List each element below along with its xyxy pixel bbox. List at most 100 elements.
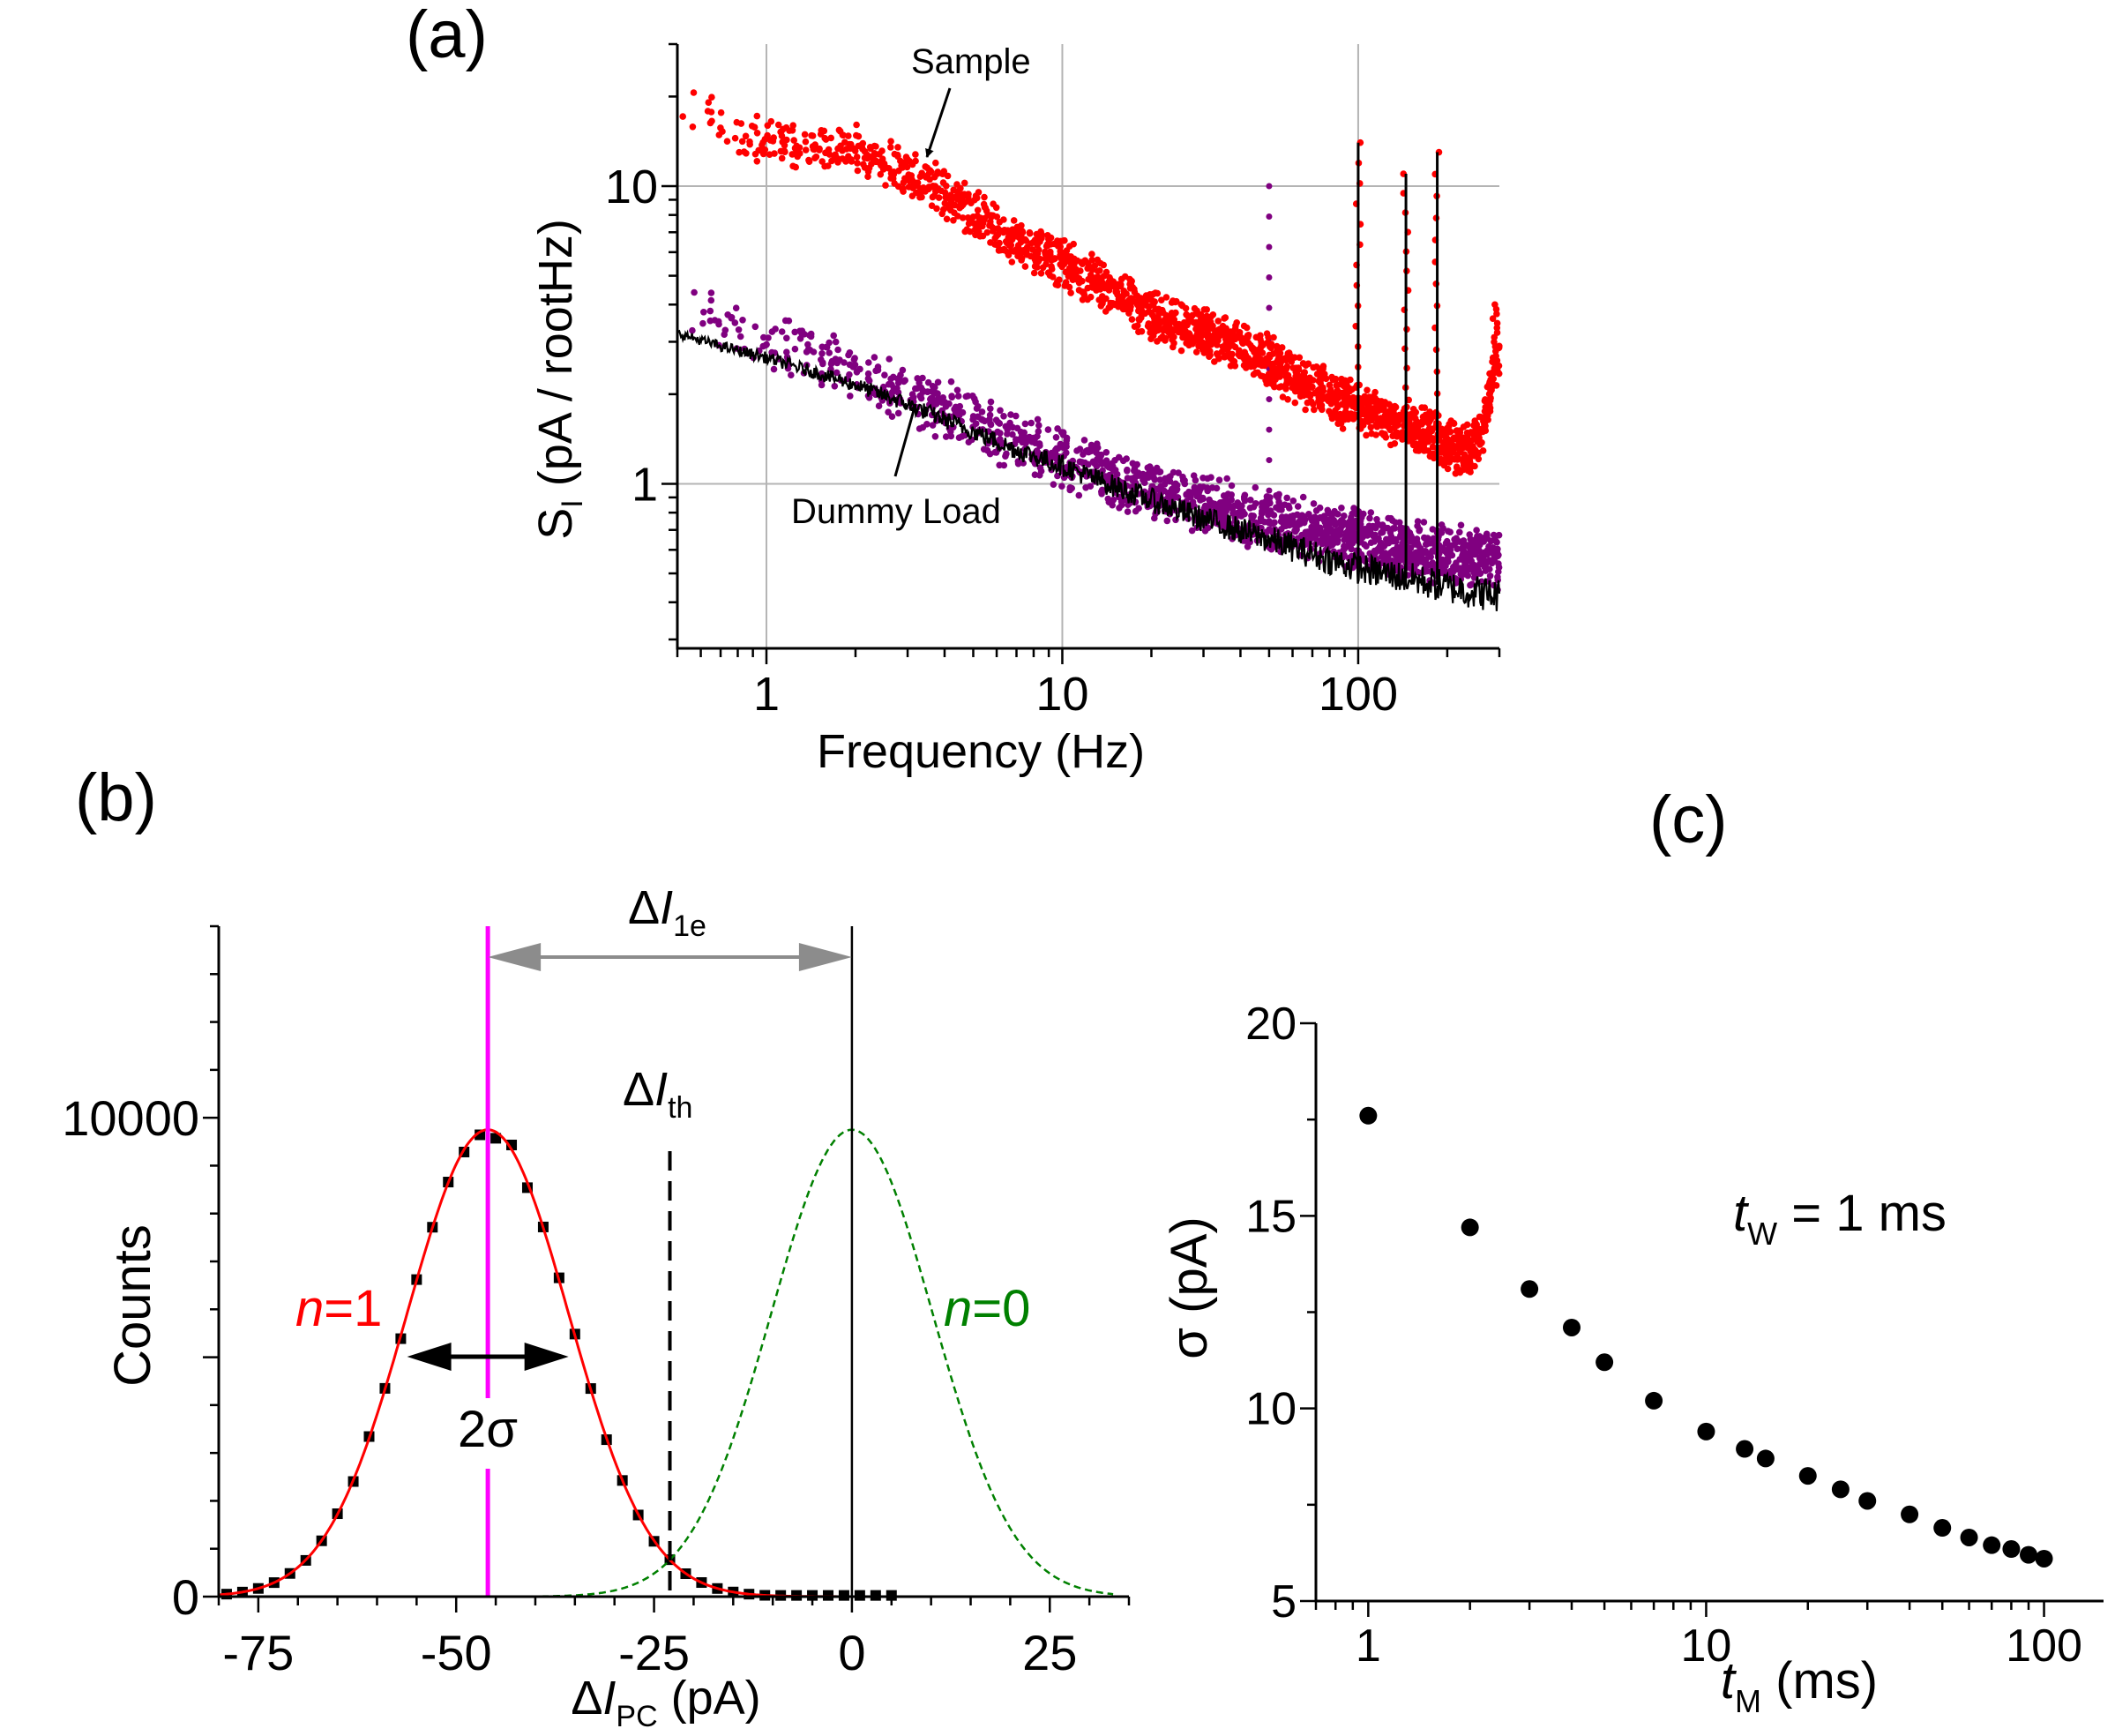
series-purple-peak-point [1266, 304, 1273, 311]
series-sample-point [866, 144, 874, 151]
series-sample-point [789, 162, 796, 170]
series-purple-point [1422, 561, 1430, 569]
series-sample-point [975, 189, 983, 196]
panel-a-xtick-label: 100 [1319, 668, 1398, 721]
series-sample-point [1484, 416, 1491, 423]
series-purple-point [1339, 520, 1347, 528]
panel-c-xlabel: tM (ms) [1721, 1652, 1878, 1719]
series-sample-point [1065, 243, 1073, 251]
series-sample-point [894, 153, 901, 161]
series-purple-point [846, 370, 853, 378]
series-sample-point [1316, 385, 1323, 393]
series-sample-point [926, 176, 933, 183]
panel-b-xtick-label: 0 [838, 1625, 865, 1680]
label-n0: n=0 [944, 1280, 1030, 1337]
series-purple-point [1188, 527, 1196, 535]
series-sample-point [1486, 370, 1493, 378]
series-sample-point [1037, 270, 1045, 277]
series-purple-point [929, 422, 937, 429]
series-sample-point [1088, 251, 1095, 258]
series-sample-point [901, 175, 908, 183]
series-sample-point [1257, 332, 1264, 340]
series-purple-point [1050, 481, 1058, 488]
series-sample-point [1192, 348, 1200, 355]
series-sample-point [1296, 354, 1304, 362]
series-sample-point [1463, 438, 1471, 446]
series-sample-point [900, 185, 907, 192]
series-purple-point [847, 393, 854, 400]
series-purple-point [1196, 483, 1204, 490]
series-sample-point [1270, 333, 1277, 341]
series-sample-point [1329, 376, 1337, 384]
series-sample-point [1304, 389, 1312, 396]
series-sample-point [1467, 448, 1475, 456]
series-sample-point [953, 181, 960, 188]
panel-label-a: (a) [406, 0, 488, 72]
series-purple-point [1063, 439, 1070, 447]
series-purple-point [1214, 504, 1222, 511]
series-sample-point [827, 134, 834, 142]
series-sample-point [738, 138, 746, 146]
series-sample-point [1479, 447, 1487, 454]
series-purple-point [1135, 472, 1143, 479]
series-purple-point [996, 461, 1003, 469]
series-purple-point [1021, 420, 1029, 428]
series-purple-point [871, 354, 878, 361]
series-purple-point [846, 349, 854, 356]
panel-b-xlabel-var: I [602, 1672, 616, 1725]
series-sample-point [1091, 262, 1099, 269]
series-sample-point [1476, 441, 1483, 448]
series-purple-point [763, 340, 770, 348]
series-purple-point [1299, 493, 1307, 501]
series-purple-point [1495, 560, 1502, 567]
series-purple-point [929, 394, 936, 401]
series-sample-point [1344, 397, 1352, 404]
series-purple-point [1348, 513, 1355, 521]
series-sample-point [902, 153, 910, 161]
series-purple-point [1338, 505, 1345, 512]
series-sample-point [1084, 296, 1091, 303]
series-sample-point [998, 227, 1005, 235]
series-purple-point [783, 334, 790, 342]
series-purple-point [751, 323, 759, 331]
series-purple-point [1438, 521, 1446, 528]
series-sample-point [1065, 283, 1073, 291]
series-purple-point [736, 333, 744, 340]
series-sample-point [974, 221, 982, 228]
series-dummy-load-line [676, 329, 1501, 611]
series-purple-point [934, 378, 942, 386]
series-purple-point [1003, 450, 1010, 458]
series-purple-point [1191, 483, 1199, 491]
series-sample-point [1220, 343, 1227, 351]
series-sample-point [1385, 417, 1392, 424]
series-purple-point [1439, 556, 1446, 564]
series-sample-point [1300, 374, 1307, 382]
data-point [1798, 1467, 1817, 1485]
series-purple-point [1471, 549, 1479, 556]
series-purple-point [1361, 541, 1368, 548]
panel-b-xlabel-rest: (pA) [658, 1672, 761, 1725]
series-sample-point [821, 134, 828, 142]
series-sample-point [853, 131, 860, 139]
series-sample-point [1334, 391, 1342, 399]
series-sample-point [1038, 231, 1045, 238]
series-purple-point [1020, 460, 1027, 467]
series-purple-point [1229, 510, 1237, 517]
series-sample-peak-point [1489, 315, 1497, 322]
series-purple-point [1150, 474, 1157, 482]
series-purple-point [1439, 544, 1446, 551]
series-purple-point [1241, 491, 1249, 499]
series-sample-point [1058, 263, 1065, 271]
label-n1: n=1 [295, 1280, 382, 1337]
series-purple-point [1450, 563, 1458, 571]
series-purple-point [1348, 520, 1355, 527]
series-purple-point [1084, 446, 1091, 454]
series-sample-point [705, 99, 713, 106]
series-sample-point [1360, 400, 1367, 407]
series-purple-point [956, 402, 964, 410]
label-delta-1e-var: I [660, 881, 673, 934]
series-sample-point [933, 205, 940, 213]
label-n1-rest: =1 [324, 1280, 382, 1337]
series-sample-point [1481, 421, 1488, 429]
series-purple-point [924, 378, 932, 386]
